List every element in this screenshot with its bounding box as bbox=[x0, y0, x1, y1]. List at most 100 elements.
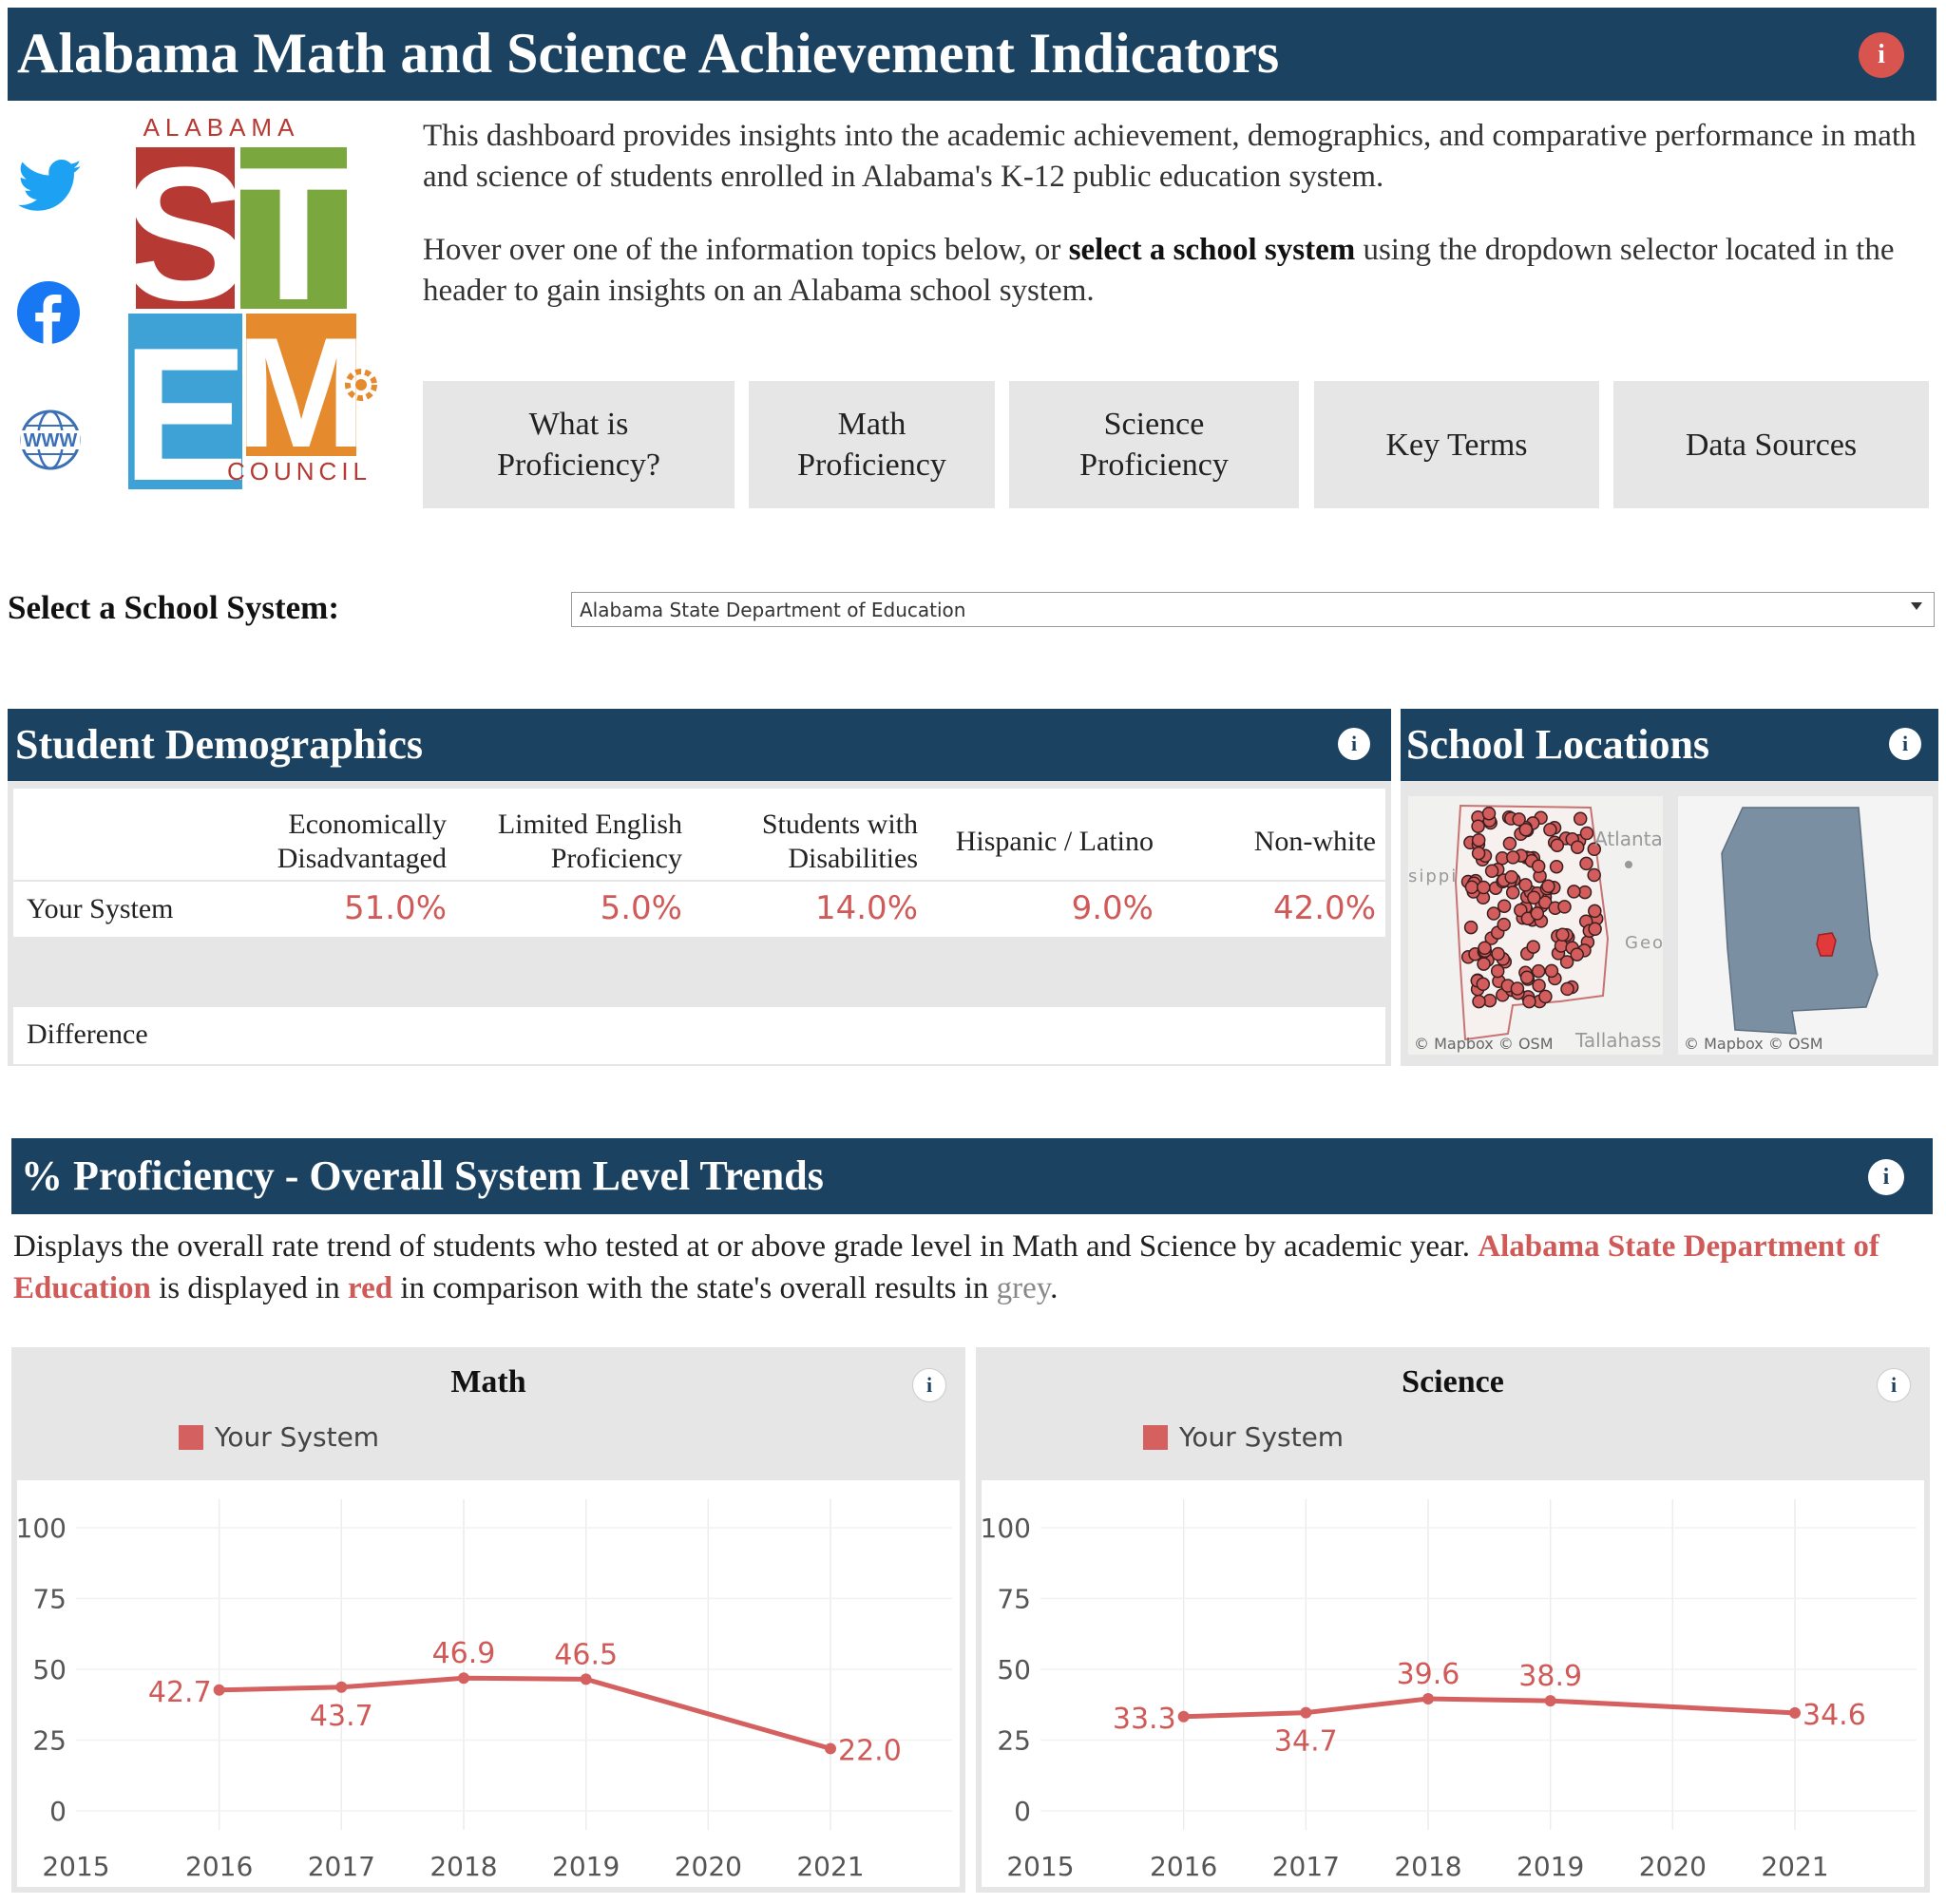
school-point[interactable] bbox=[1555, 927, 1570, 942]
topic-data-sources-button[interactable]: Data Sources bbox=[1613, 381, 1929, 508]
school-point[interactable] bbox=[1530, 906, 1545, 921]
data-label: 46.9 bbox=[432, 1637, 496, 1670]
school-point[interactable] bbox=[1497, 917, 1511, 932]
school-point[interactable] bbox=[1570, 840, 1585, 854]
school-point[interactable] bbox=[1486, 906, 1501, 921]
www-icon[interactable]: WWW bbox=[17, 407, 84, 478]
school-point[interactable] bbox=[1505, 885, 1520, 900]
demographics-info-icon[interactable]: i bbox=[1338, 728, 1370, 760]
school-point[interactable] bbox=[1502, 836, 1517, 851]
dashboard-title: Alabama Math and Science Achievement Ind… bbox=[17, 22, 1280, 85]
school-point[interactable] bbox=[1497, 899, 1512, 913]
school-point[interactable] bbox=[1471, 819, 1485, 833]
svg-text:S: S bbox=[122, 128, 248, 340]
x-tick-label: 2017 bbox=[308, 1851, 375, 1882]
data-point[interactable] bbox=[335, 1681, 348, 1693]
school-point[interactable] bbox=[1538, 989, 1553, 1004]
school-point[interactable] bbox=[1587, 842, 1602, 857]
data-point[interactable] bbox=[1789, 1706, 1801, 1719]
school-point[interactable] bbox=[1541, 879, 1555, 894]
science-chart-info-icon[interactable]: i bbox=[1877, 1368, 1911, 1402]
school-point[interactable] bbox=[1570, 947, 1584, 962]
topic-what-is-proficiency-button[interactable]: What is Proficiency? bbox=[423, 381, 735, 508]
school-point[interactable] bbox=[1587, 867, 1601, 883]
school-point[interactable] bbox=[1490, 963, 1505, 979]
school-points-map[interactable]: Atlanta sippi Geo Tallahass © Mapbox © O… bbox=[1408, 796, 1663, 1055]
y-tick-label: 0 bbox=[1014, 1796, 1031, 1827]
data-point[interactable] bbox=[825, 1742, 836, 1755]
math-chart-info-icon[interactable]: i bbox=[912, 1368, 946, 1402]
school-point[interactable] bbox=[1464, 880, 1479, 895]
data-point[interactable] bbox=[1300, 1706, 1312, 1719]
school-system-dropdown[interactable]: Alabama State Department of Education bbox=[571, 592, 1935, 627]
school-point[interactable] bbox=[1472, 994, 1486, 1009]
school-point[interactable] bbox=[1559, 955, 1574, 969]
data-point[interactable] bbox=[458, 1672, 469, 1685]
twitter-icon[interactable] bbox=[17, 160, 84, 218]
data-point[interactable] bbox=[213, 1684, 225, 1696]
school-point[interactable] bbox=[1531, 963, 1546, 979]
school-point[interactable] bbox=[1518, 878, 1533, 892]
school-system-selected-value: Alabama State Department of Education bbox=[580, 599, 966, 621]
topic-math-proficiency-button[interactable]: Math Proficiency bbox=[749, 381, 995, 508]
school-point[interactable] bbox=[1484, 864, 1499, 879]
school-point[interactable] bbox=[1510, 981, 1525, 996]
school-point[interactable] bbox=[1477, 957, 1491, 971]
math-chart-panel: Math i Your System 0 25 50 75 100 2015 2016 201… bbox=[11, 1347, 965, 1893]
data-label: 22.0 bbox=[838, 1734, 902, 1767]
data-label: 34.7 bbox=[1274, 1725, 1338, 1759]
school-point[interactable] bbox=[1476, 977, 1491, 992]
row-label-your-system: Your System bbox=[27, 893, 174, 924]
school-point[interactable] bbox=[1588, 922, 1602, 937]
school-point[interactable] bbox=[1526, 940, 1540, 954]
school-point[interactable] bbox=[1477, 880, 1491, 895]
school-point[interactable] bbox=[1557, 900, 1572, 914]
school-point[interactable] bbox=[1519, 970, 1535, 985]
school-point[interactable] bbox=[1481, 806, 1497, 821]
school-point[interactable] bbox=[1579, 826, 1594, 841]
school-point[interactable] bbox=[1554, 939, 1569, 953]
school-point[interactable] bbox=[1478, 941, 1492, 956]
school-point[interactable] bbox=[1471, 833, 1486, 847]
logo-bottom-text: COUNCIL bbox=[227, 457, 372, 486]
data-point[interactable] bbox=[580, 1673, 592, 1685]
school-point[interactable] bbox=[1544, 963, 1559, 979]
school-point[interactable] bbox=[1549, 859, 1564, 874]
school-point[interactable] bbox=[1573, 811, 1588, 827]
school-point[interactable] bbox=[1504, 869, 1518, 885]
x-tick-label: 2018 bbox=[429, 1851, 497, 1882]
data-point[interactable] bbox=[1422, 1692, 1434, 1704]
state-outline-map[interactable]: © Mapbox © OSM bbox=[1678, 796, 1933, 1055]
school-point[interactable] bbox=[1567, 885, 1581, 899]
header-info-icon[interactable]: i bbox=[1859, 32, 1904, 78]
data-point[interactable] bbox=[1177, 1710, 1190, 1723]
topic-key-terms-button[interactable]: Key Terms bbox=[1314, 381, 1599, 508]
intro-paragraph-2: Hover over one of the information topics… bbox=[423, 233, 1895, 308]
school-point[interactable] bbox=[1527, 890, 1541, 905]
school-point[interactable] bbox=[1512, 812, 1526, 827]
school-point[interactable] bbox=[1532, 978, 1546, 993]
topic-science-proficiency-button[interactable]: Science Proficiency bbox=[1009, 381, 1299, 508]
school-point[interactable] bbox=[1531, 859, 1546, 874]
locations-info-icon[interactable]: i bbox=[1889, 728, 1921, 760]
y-tick-label: 25 bbox=[32, 1725, 67, 1757]
plot-background bbox=[17, 1480, 960, 1887]
school-point[interactable] bbox=[1588, 904, 1602, 919]
school-point[interactable] bbox=[1463, 920, 1479, 935]
school-point[interactable] bbox=[1560, 981, 1574, 997]
school-point[interactable] bbox=[1518, 822, 1534, 837]
facebook-icon[interactable] bbox=[17, 281, 80, 349]
school-point[interactable] bbox=[1579, 856, 1593, 871]
value-economically-disadvantaged: 51.0% bbox=[343, 889, 447, 927]
data-label: 43.7 bbox=[310, 1700, 373, 1733]
school-point[interactable] bbox=[1506, 850, 1520, 865]
school-point[interactable] bbox=[1491, 946, 1505, 962]
school-point[interactable] bbox=[1543, 823, 1557, 837]
school-point[interactable] bbox=[1471, 846, 1486, 861]
table-row: Your System 51.0% 5.0% 14.0% 9.0% 42.0% bbox=[13, 882, 1385, 937]
data-point[interactable] bbox=[1544, 1695, 1556, 1707]
proficiency-info-icon[interactable]: i bbox=[1868, 1159, 1904, 1195]
school-point[interactable] bbox=[1522, 994, 1536, 1009]
school-point[interactable] bbox=[1550, 838, 1565, 852]
x-tick-label: 2015 bbox=[42, 1851, 109, 1882]
